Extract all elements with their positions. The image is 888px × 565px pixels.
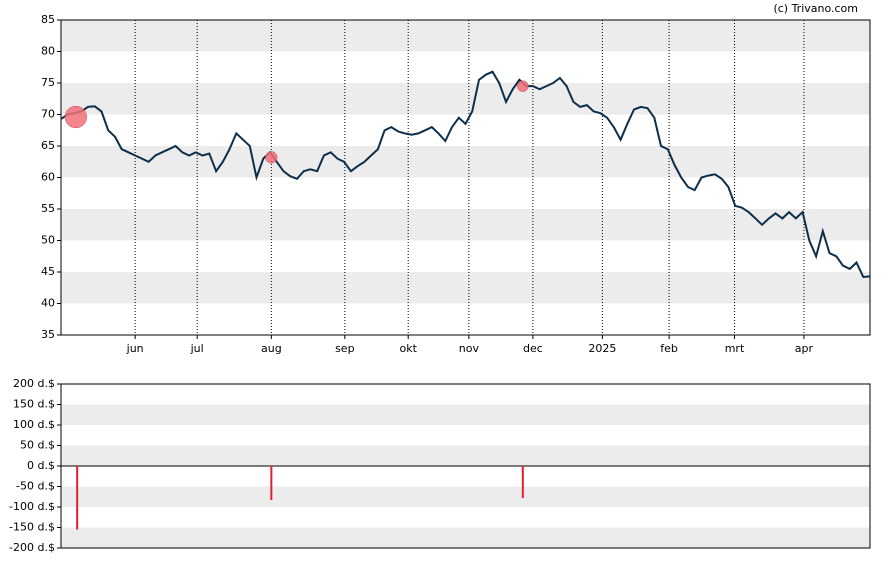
band — [61, 445, 870, 466]
bar — [76, 466, 79, 530]
y-tick-label: 200 d.$ — [13, 377, 55, 390]
source: (c) Trivano.com — [773, 2, 858, 15]
x-tick-label: jul — [190, 342, 204, 355]
band — [61, 20, 870, 52]
band — [61, 83, 870, 115]
x-tick-label: jun — [126, 342, 144, 355]
y-tick-label: 60 — [41, 171, 55, 184]
y-tick-label: 70 — [41, 108, 55, 121]
price-line — [60, 70, 871, 279]
band — [61, 146, 870, 178]
y-tick-label: 35 — [41, 328, 55, 341]
x-tick-label: apr — [795, 342, 814, 355]
y-tick-label: 55 — [41, 202, 55, 215]
band — [61, 209, 870, 241]
y-tick-label: -100 d.$ — [9, 500, 55, 513]
y-tick-label: 75 — [41, 76, 55, 89]
x-tick-label: 2025 — [588, 342, 616, 355]
x-tick-label: feb — [660, 342, 678, 355]
trade-marker — [517, 80, 529, 92]
band — [61, 404, 870, 425]
y-tick-label: -50 d.$ — [16, 480, 55, 493]
band — [61, 527, 870, 548]
y-tick-label: 50 — [41, 234, 55, 247]
band — [61, 272, 870, 304]
trade-marker — [64, 105, 87, 129]
trade-marker — [265, 151, 278, 164]
y-tick-label: 50 d.$ — [20, 439, 55, 452]
x-tick-label: nov — [459, 342, 480, 355]
y-tick-label: 80 — [41, 45, 55, 58]
y-tick-label: 45 — [41, 265, 55, 278]
y-tick-label: -200 d.$ — [9, 541, 55, 554]
x-tick-label: dec — [523, 342, 543, 355]
y-tick-label: 65 — [41, 139, 55, 152]
y-tick-label: 85 — [41, 13, 55, 26]
x-tick-label: mrt — [725, 342, 745, 355]
bar — [521, 466, 524, 498]
x-tick-label: aug — [261, 342, 282, 355]
bar — [270, 466, 273, 501]
y-tick-label: 0 d.$ — [27, 459, 55, 472]
y-tick-label: 40 — [41, 297, 55, 310]
x-tick-label: okt — [399, 342, 417, 355]
band — [61, 486, 870, 507]
x-tick-label: sep — [335, 342, 354, 355]
plot-frame — [60, 19, 871, 336]
y-tick-label: 100 d.$ — [13, 418, 55, 431]
y-tick-label: -150 d.$ — [9, 521, 55, 534]
y-tick-label: 150 d.$ — [13, 398, 55, 411]
